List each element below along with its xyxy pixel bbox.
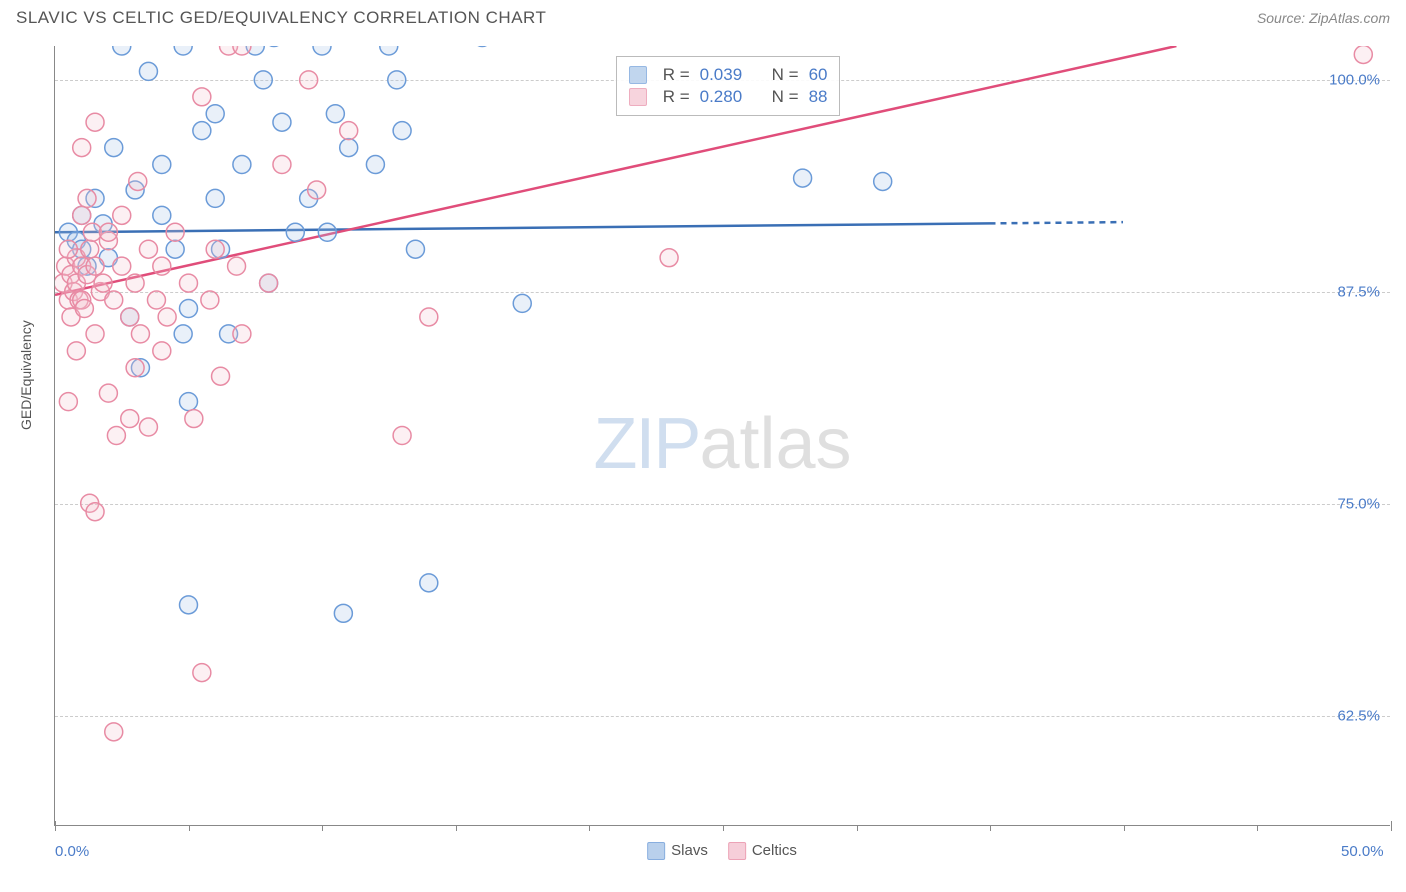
- n-label: N =: [772, 87, 799, 107]
- n-value: 60: [809, 65, 828, 85]
- x-tick-label: 0.0%: [55, 843, 89, 860]
- x-tick: [990, 825, 991, 831]
- r-value: 0.039: [700, 65, 743, 85]
- x-tick: [1124, 825, 1125, 831]
- r-label: R =: [663, 87, 690, 107]
- plot-area: ZIPatlas R = 0.039 N = 60 R = 0.280 N = …: [54, 46, 1390, 826]
- stats-legend-row: R = 0.039 N = 60: [629, 65, 828, 85]
- legend-swatch: [647, 842, 665, 860]
- chart-title: SLAVIC VS CELTIC GED/EQUIVALENCY CORRELA…: [16, 8, 546, 28]
- legend-label: Slavs: [671, 842, 708, 859]
- x-tick: [1257, 825, 1258, 831]
- x-tick: [857, 825, 858, 831]
- stats-legend: R = 0.039 N = 60 R = 0.280 N = 88: [616, 56, 841, 116]
- stats-legend-row: R = 0.280 N = 88: [629, 87, 828, 107]
- x-tick: [322, 825, 323, 831]
- x-tick-label: 50.0%: [1341, 843, 1384, 860]
- legend-item: Slavs: [647, 842, 708, 860]
- legend-swatch: [728, 842, 746, 860]
- x-tick: [1391, 821, 1392, 831]
- n-value: 88: [809, 87, 828, 107]
- legend-item: Celtics: [728, 842, 797, 860]
- legend-swatch: [629, 66, 647, 84]
- n-label: N =: [772, 65, 799, 85]
- x-tick: [456, 825, 457, 831]
- source-text: Source: ZipAtlas.com: [1257, 10, 1390, 26]
- y-axis-label: GED/Equivalency: [18, 320, 34, 430]
- chart-container: SLAVIC VS CELTIC GED/EQUIVALENCY CORRELA…: [0, 0, 1406, 892]
- r-value: 0.280: [700, 87, 743, 107]
- bottom-legend: Slavs Celtics: [647, 842, 797, 860]
- header: SLAVIC VS CELTIC GED/EQUIVALENCY CORRELA…: [0, 0, 1406, 32]
- x-tick: [189, 825, 190, 831]
- x-tick: [589, 825, 590, 831]
- plot-box: ZIPatlas R = 0.039 N = 60 R = 0.280 N = …: [54, 46, 1390, 826]
- x-tick: [723, 825, 724, 831]
- legend-label: Celtics: [752, 842, 797, 859]
- r-label: R =: [663, 65, 690, 85]
- chart-svg: [55, 46, 1390, 825]
- legend-swatch: [629, 88, 647, 106]
